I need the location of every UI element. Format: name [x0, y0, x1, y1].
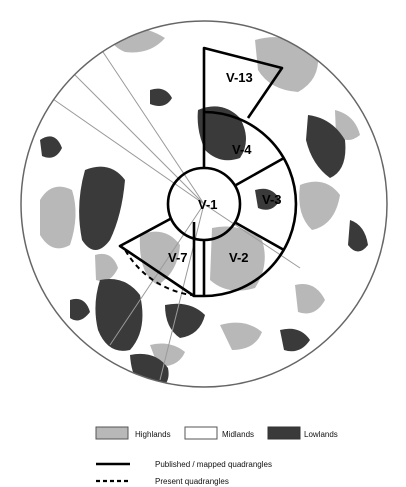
quadrangle-label-v2: V-2 — [229, 250, 249, 265]
quadrangle-label-v3: V-3 — [262, 192, 282, 207]
quadrangle-label-v7: V-7 — [168, 250, 188, 265]
quadrangle-labels: V-1 V-2 V-3 V-4 V-7 V-13 — [168, 70, 282, 265]
quadrangle-label-v4: V-4 — [232, 142, 252, 157]
highlands-swatch-icon — [95, 426, 129, 440]
legend-lowlands-label: Lowlands — [304, 430, 338, 439]
quadrangle-boundaries — [118, 46, 298, 298]
legend: Highlands Midlands Lowlands Published / … — [95, 426, 338, 486]
legend-highlands-label: Highlands — [135, 430, 171, 439]
quadrangle-V-3-V-4-divider — [235, 156, 285, 187]
globe — [20, 20, 388, 388]
highlands-regions — [40, 27, 360, 367]
present-quadrangle-boundary — [123, 247, 205, 297]
lowlands-regions — [40, 88, 368, 387]
terrain-layer — [39, 27, 368, 387]
lowlands-swatch-icon — [267, 426, 301, 440]
quadrangle-V-2-V-4-boundary — [203, 110, 298, 298]
globe-outline — [20, 20, 388, 388]
legend-midlands-label: Midlands — [222, 430, 254, 439]
legend-published-label: Published / mapped quadrangles — [155, 460, 272, 469]
quadrangle-V-3-V-2-divider — [235, 221, 285, 252]
quadrangle-label-v1: V-1 — [198, 197, 218, 212]
legend-present-label: Present quadrangles — [155, 477, 229, 486]
quadrangle-V-7-boundary — [118, 216, 204, 298]
quadrangle-V-13-boundary — [202, 46, 284, 119]
quadrangle-label-v13: V-13 — [226, 70, 253, 85]
graticule-lines — [39, 39, 301, 381]
midlands-swatch-icon — [184, 426, 218, 440]
